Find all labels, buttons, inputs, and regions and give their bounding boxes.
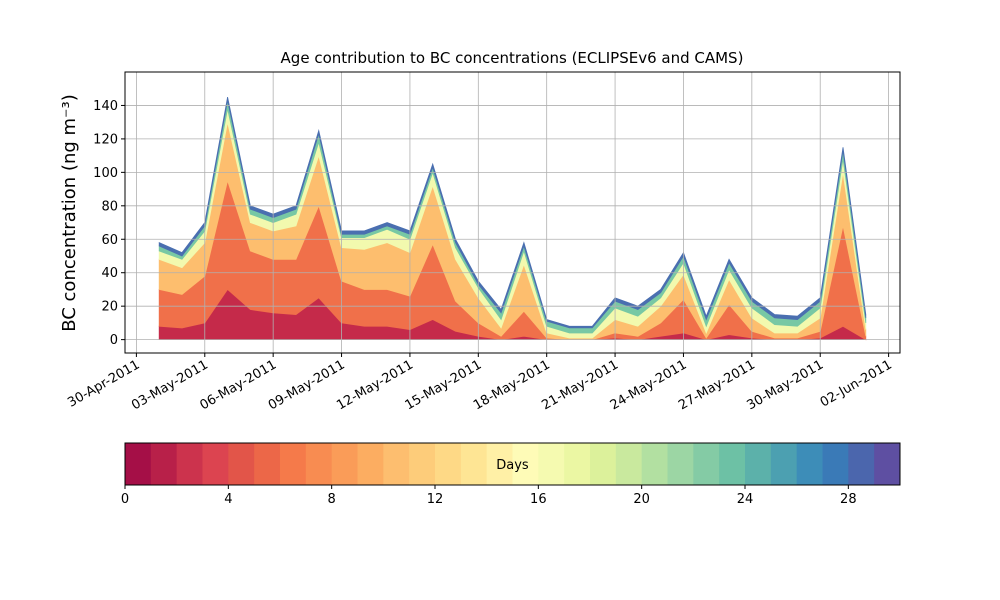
y-tick-label: 120 xyxy=(93,132,118,147)
colorbar-tick-label: 0 xyxy=(121,492,129,507)
colorbar-cell xyxy=(254,443,281,485)
colorbar-cell xyxy=(796,443,823,485)
colorbar-cell xyxy=(538,443,565,485)
colorbar-cell xyxy=(409,443,436,485)
colorbar-cell xyxy=(719,443,746,485)
colorbar-cell xyxy=(564,443,591,485)
colorbar-cell xyxy=(615,443,643,485)
colorbar-cell xyxy=(176,443,203,485)
colorbar-cell xyxy=(745,443,772,485)
y-tick-label: 40 xyxy=(101,266,118,281)
colorbar-tick-label: 28 xyxy=(840,492,857,507)
colorbar-cell xyxy=(125,443,152,485)
colorbar-cell xyxy=(280,443,307,485)
colorbar-tick-label: 12 xyxy=(427,492,444,507)
colorbar-tick-label: 24 xyxy=(737,492,754,507)
colorbar-cell xyxy=(770,443,798,485)
colorbar-cell xyxy=(874,443,901,485)
colorbar-cell xyxy=(512,443,539,485)
y-axis-label: BC concentration (ng m⁻³) xyxy=(59,94,80,332)
colorbar-tick-label: 20 xyxy=(633,492,650,507)
colorbar-tick-label: 16 xyxy=(530,492,547,507)
colorbar-tick-label: 8 xyxy=(328,492,336,507)
colorbar-frame xyxy=(124,442,901,486)
colorbar-cell xyxy=(150,443,178,485)
chart-title: Age contribution to BC concentrations (E… xyxy=(281,49,744,67)
colorbar-cell xyxy=(202,443,229,485)
plot-frame xyxy=(124,71,901,354)
colorbar-cell xyxy=(305,443,333,485)
colorbar-tick-label: 4 xyxy=(224,492,232,507)
y-tick-label: 20 xyxy=(101,300,118,315)
colorbar-cell xyxy=(228,443,255,485)
colorbar-cell xyxy=(693,443,720,485)
y-tick-label: 0 xyxy=(110,333,118,348)
y-tick-label: 60 xyxy=(101,233,118,248)
colorbar-cell xyxy=(822,443,849,485)
area-layer xyxy=(158,97,867,329)
colorbar-cell xyxy=(486,443,513,485)
colorbar-cell xyxy=(590,443,617,485)
colorbar-cell xyxy=(667,443,694,485)
y-tick-label: 80 xyxy=(101,199,118,214)
y-tick-label: 100 xyxy=(93,166,118,181)
colorbar-label: Days xyxy=(496,458,529,473)
colorbar-cell xyxy=(383,443,410,485)
colorbar-cell xyxy=(357,443,384,485)
colorbar-cell xyxy=(641,443,668,485)
colorbar-cell xyxy=(435,443,462,485)
colorbar-cell xyxy=(331,443,358,485)
colorbar-cell xyxy=(848,443,875,485)
y-tick-label: 140 xyxy=(93,99,118,114)
colorbar-cell xyxy=(460,443,488,485)
